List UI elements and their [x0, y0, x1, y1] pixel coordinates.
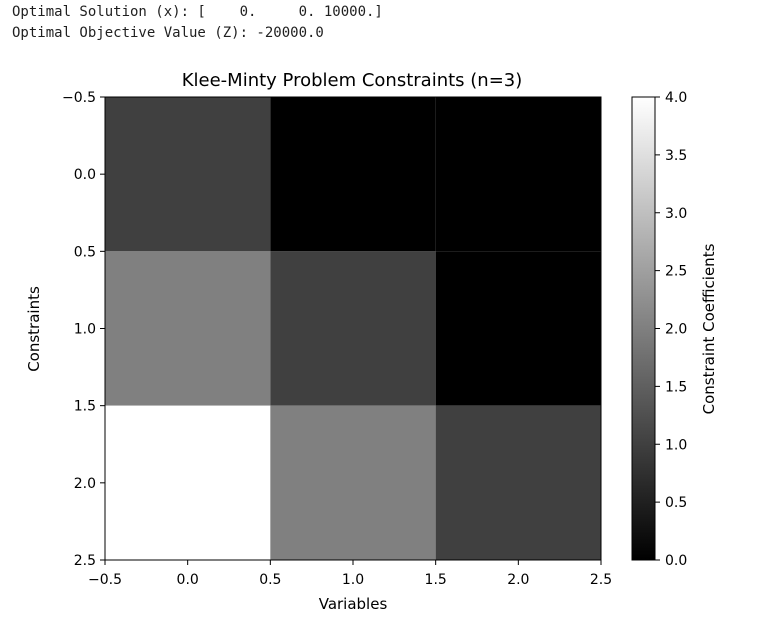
y-tick-label: 0.5 — [74, 244, 96, 260]
x-tick-label: 1.0 — [342, 572, 364, 588]
x-tick-label: 2.5 — [590, 572, 612, 588]
colorbar-tick-label: 2.0 — [665, 322, 687, 338]
colorbar-tick-label: 3.0 — [665, 206, 687, 222]
y-tick-label: 1.0 — [74, 322, 96, 338]
y-tick-label: 2.0 — [74, 476, 96, 492]
colorbar-tick-label: 3.5 — [665, 148, 687, 164]
x-tick-label: −0.5 — [88, 572, 122, 588]
y-axis-label: Constraints — [25, 286, 43, 372]
colorbar-tick-label: 2.5 — [665, 264, 687, 280]
y-tick-label: −0.5 — [62, 90, 96, 106]
y-axis: −0.5 0.0 0.5 1.0 1.5 2.0 2.5 — [62, 90, 105, 569]
heatmap-cell — [270, 97, 436, 252]
output-line-objective: Optimal Objective Value (Z): -20000.0 — [12, 25, 324, 41]
output-line-solution: Optimal Solution (x): [ 0. 0. 10000.] — [12, 4, 383, 20]
x-axis-label: Variables — [319, 595, 388, 613]
heatmap-cell — [435, 251, 601, 406]
heatmap-cell — [270, 251, 436, 406]
heatmap-cell — [435, 405, 601, 560]
heatmap-cell — [105, 251, 271, 406]
colorbar-tick-label: 1.0 — [665, 437, 687, 453]
colorbar-label: Constraint Coefficients — [700, 243, 718, 414]
heatmap-cell — [435, 97, 601, 252]
heatmap-cell — [105, 97, 271, 252]
heatmap-cell — [270, 405, 436, 560]
colorbar-tick-label: 0.0 — [665, 553, 687, 569]
colorbar-axis: 0.0 0.5 1.0 1.5 2.0 2.5 3.0 3.5 4.0 — [655, 90, 687, 569]
x-axis: −0.5 0.0 0.5 1.0 1.5 2.0 2.5 — [88, 560, 612, 588]
colorbar — [631, 96, 656, 561]
heatmap-cells — [105, 97, 601, 560]
heatmap-cell — [105, 405, 271, 560]
y-tick-label: 1.5 — [74, 399, 96, 415]
x-tick-label: 1.5 — [425, 572, 447, 588]
y-tick-label: 0.0 — [74, 167, 96, 183]
x-tick-label: 0.0 — [177, 572, 199, 588]
colorbar-tick-label: 0.5 — [665, 495, 687, 511]
colorbar-tick-label: 4.0 — [665, 90, 687, 106]
x-tick-label: 2.0 — [507, 572, 529, 588]
colorbar-tick-label: 1.5 — [665, 379, 687, 395]
chart-title: Klee-Minty Problem Constraints (n=3) — [182, 70, 523, 91]
y-tick-label: 2.5 — [74, 553, 96, 569]
x-tick-label: 0.5 — [259, 572, 281, 588]
